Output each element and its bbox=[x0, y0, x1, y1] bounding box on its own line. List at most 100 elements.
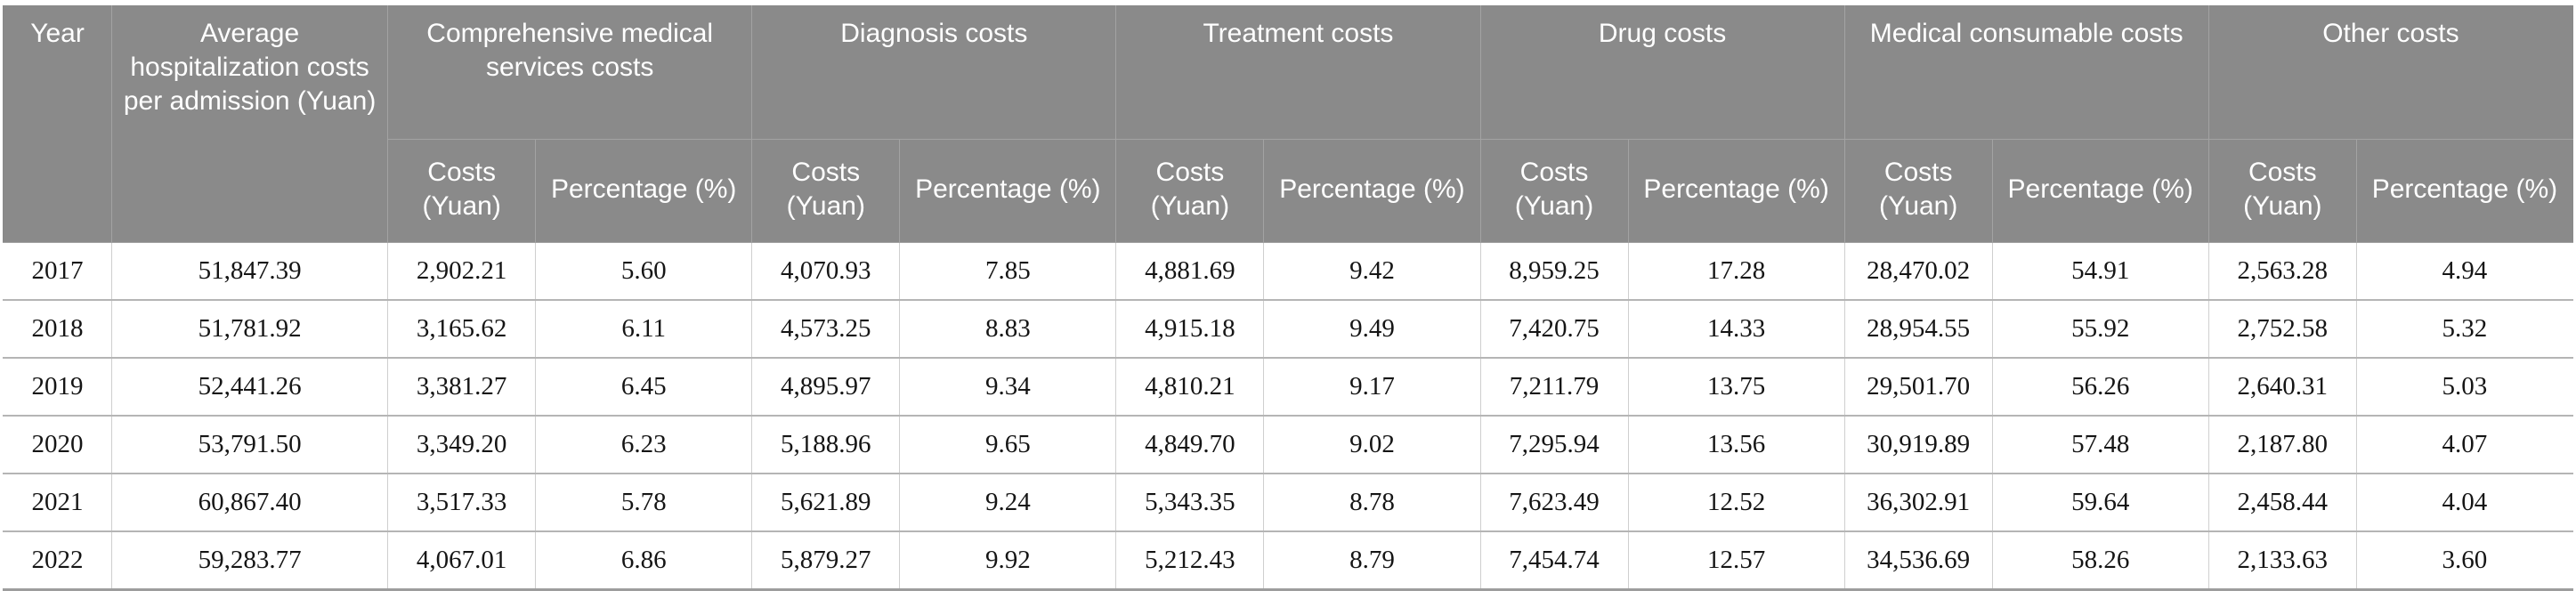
percentage-cell: 56.26 bbox=[1991, 357, 2209, 417]
group-header-drug-costs: Drug costs bbox=[1479, 5, 1845, 140]
hospitalization-costs-table: Year Average hospitalization costs per a… bbox=[2, 5, 2574, 591]
percentage-cell: 4.04 bbox=[2355, 473, 2574, 532]
costs-cell: 3,517.33 bbox=[387, 473, 537, 532]
costs-cell: 28,470.02 bbox=[1843, 242, 1993, 301]
year-cell: 2017 bbox=[2, 242, 113, 301]
average-costs-cell: 51,847.39 bbox=[111, 242, 389, 301]
costs-cell: 3,349.20 bbox=[387, 415, 537, 474]
percentage-cell: 59.64 bbox=[1991, 473, 2209, 532]
costs-cell: 29,501.70 bbox=[1843, 357, 1993, 417]
percentage-cell: 17.28 bbox=[1627, 242, 1845, 301]
table-row: 2017 51,847.39 2,902.21 5.60 4,070.93 7.85 4,8… bbox=[2, 242, 2574, 301]
average-costs-cell: 60,867.40 bbox=[111, 473, 389, 532]
subheader-costs: Costs (Yuan) bbox=[387, 139, 537, 243]
percentage-cell: 5.78 bbox=[535, 473, 753, 532]
group-header-medical-consumable-costs: Medical consumable costs bbox=[1843, 5, 2209, 140]
group-header-treatment-costs: Treatment costs bbox=[1115, 5, 1481, 140]
table-row: 2022 59,283.77 4,067.01 6.86 5,879.27 9.92 5,2… bbox=[2, 530, 2574, 591]
percentage-cell: 5.60 bbox=[535, 242, 753, 301]
percentage-cell: 7.85 bbox=[899, 242, 1117, 301]
percentage-cell: 12.52 bbox=[1627, 473, 1845, 532]
percentage-cell: 6.45 bbox=[535, 357, 753, 417]
costs-cell: 7,211.79 bbox=[1479, 357, 1629, 417]
costs-cell: 4,810.21 bbox=[1115, 357, 1265, 417]
year-cell: 2018 bbox=[2, 299, 113, 359]
costs-cell: 7,295.94 bbox=[1479, 415, 1629, 474]
costs-cell: 2,563.28 bbox=[2207, 242, 2357, 301]
costs-cell: 2,458.44 bbox=[2207, 473, 2357, 532]
percentage-cell: 8.78 bbox=[1263, 473, 1481, 532]
table-row: 2020 53,791.50 3,349.20 6.23 5,188.96 9.65 4,8… bbox=[2, 415, 2574, 474]
percentage-cell: 13.56 bbox=[1627, 415, 1845, 474]
year-cell: 2019 bbox=[2, 357, 113, 417]
percentage-cell: 8.83 bbox=[899, 299, 1117, 359]
percentage-cell: 14.33 bbox=[1627, 299, 1845, 359]
group-header-other-costs: Other costs bbox=[2207, 5, 2574, 140]
percentage-cell: 5.32 bbox=[2355, 299, 2574, 359]
percentage-cell: 9.02 bbox=[1263, 415, 1481, 474]
costs-cell: 8,959.25 bbox=[1479, 242, 1629, 301]
subheader-percentage: Percentage (%) bbox=[1627, 139, 1845, 243]
costs-cell: 4,070.93 bbox=[751, 242, 901, 301]
group-header-comprehensive-medical-services: Comprehensive medical services costs bbox=[387, 5, 753, 140]
subheader-costs: Costs (Yuan) bbox=[1115, 139, 1265, 243]
subheader-percentage: Percentage (%) bbox=[899, 139, 1117, 243]
subheader-costs: Costs (Yuan) bbox=[1843, 139, 1993, 243]
subheader-percentage: Percentage (%) bbox=[535, 139, 753, 243]
costs-cell: 5,188.96 bbox=[751, 415, 901, 474]
subheader-costs: Costs (Yuan) bbox=[751, 139, 901, 243]
average-costs-cell: 52,441.26 bbox=[111, 357, 389, 417]
costs-cell: 2,902.21 bbox=[387, 242, 537, 301]
subheader-costs: Costs (Yuan) bbox=[1479, 139, 1629, 243]
group-header-diagnosis-costs: Diagnosis costs bbox=[751, 5, 1117, 140]
subheader-percentage: Percentage (%) bbox=[1991, 139, 2209, 243]
costs-cell: 36,302.91 bbox=[1843, 473, 1993, 532]
subheader-costs: Costs (Yuan) bbox=[2207, 139, 2357, 243]
average-costs-cell: 53,791.50 bbox=[111, 415, 389, 474]
average-costs-cell: 51,781.92 bbox=[111, 299, 389, 359]
costs-cell: 30,919.89 bbox=[1843, 415, 1993, 474]
percentage-cell: 9.34 bbox=[899, 357, 1117, 417]
costs-cell: 2,752.58 bbox=[2207, 299, 2357, 359]
costs-cell: 4,895.97 bbox=[751, 357, 901, 417]
costs-cell: 4,915.18 bbox=[1115, 299, 1265, 359]
header-group-row: Year Average hospitalization costs per a… bbox=[2, 5, 2574, 243]
year-cell: 2021 bbox=[2, 473, 113, 532]
percentage-cell: 13.75 bbox=[1627, 357, 1845, 417]
costs-cell: 28,954.55 bbox=[1843, 299, 1993, 359]
table-row: 2021 60,867.40 3,517.33 5.78 5,621.89 9.24 5,3… bbox=[2, 473, 2574, 532]
col-header-average-hospitalization-costs: Average hospitalization costs per admiss… bbox=[111, 5, 389, 243]
costs-cell: 7,420.75 bbox=[1479, 299, 1629, 359]
costs-cell: 5,621.89 bbox=[751, 473, 901, 532]
col-header-year: Year bbox=[2, 5, 113, 243]
table-body: 2017 51,847.39 2,902.21 5.60 4,070.93 7.85 4,8… bbox=[2, 242, 2574, 591]
percentage-cell: 9.17 bbox=[1263, 357, 1481, 417]
costs-cell: 2,187.80 bbox=[2207, 415, 2357, 474]
header-sub-row: Costs (Yuan) Percentage (%) Costs (Yuan)… bbox=[4, 139, 2574, 243]
hospitalization-costs-table-container: Year Average hospitalization costs per a… bbox=[2, 5, 2574, 591]
costs-cell: 3,381.27 bbox=[387, 357, 537, 417]
percentage-cell: 5.03 bbox=[2355, 357, 2574, 417]
percentage-cell: 57.48 bbox=[1991, 415, 2209, 474]
table-header: Year Average hospitalization costs per a… bbox=[2, 5, 2574, 243]
costs-cell: 3,165.62 bbox=[387, 299, 537, 359]
costs-cell: 4,849.70 bbox=[1115, 415, 1265, 474]
percentage-cell: 9.42 bbox=[1263, 242, 1481, 301]
costs-cell: 2,640.31 bbox=[2207, 357, 2357, 417]
percentage-cell: 6.11 bbox=[535, 299, 753, 359]
percentage-cell: 4.94 bbox=[2355, 242, 2574, 301]
percentage-cell: 9.49 bbox=[1263, 299, 1481, 359]
subheader-percentage: Percentage (%) bbox=[1263, 139, 1481, 243]
costs-cell: 4,573.25 bbox=[751, 299, 901, 359]
costs-cell: 7,623.49 bbox=[1479, 473, 1629, 532]
percentage-cell: 8.79 bbox=[1263, 530, 1481, 591]
percentage-cell: 54.91 bbox=[1991, 242, 2209, 301]
year-cell: 2020 bbox=[2, 415, 113, 474]
percentage-cell: 55.92 bbox=[1991, 299, 2209, 359]
percentage-cell: 4.07 bbox=[2355, 415, 2574, 474]
subheader-percentage: Percentage (%) bbox=[2355, 139, 2574, 243]
table-row: 2019 52,441.26 3,381.27 6.45 4,895.97 9.34 4,8… bbox=[2, 357, 2574, 417]
costs-cell: 5,343.35 bbox=[1115, 473, 1265, 532]
table-row: 2018 51,781.92 3,165.62 6.11 4,573.25 8.83 4,9… bbox=[2, 299, 2574, 359]
costs-cell: 4,881.69 bbox=[1115, 242, 1265, 301]
